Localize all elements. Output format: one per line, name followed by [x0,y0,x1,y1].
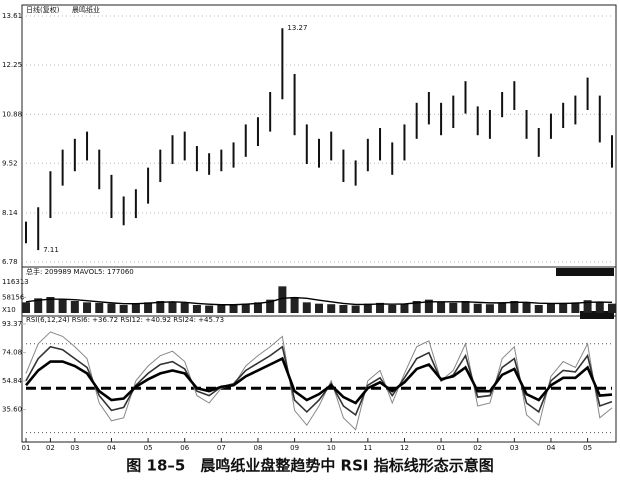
x-tick-label: 04 [546,444,555,452]
volume-bar [131,303,140,313]
x-tick-label: 02 [46,444,55,452]
x-tick-label: 09 [290,444,299,452]
volume-bar [437,302,446,313]
volume-bar [449,302,458,313]
frame [21,4,617,443]
rsi-line [25,331,613,431]
volume-bar [376,302,385,313]
x-tick-label: 01 [437,444,446,452]
rsi-line [25,345,613,417]
volume-bar [168,301,177,313]
volume-bar [546,303,555,313]
volume-bar [229,304,238,313]
x-tick-label: 03 [510,444,519,452]
y-tick-label: 35.60 [2,406,22,414]
volume-bar [388,305,397,313]
y-tick-label: 9.52 [2,159,18,167]
volume-bar [473,303,482,313]
annotation: 13.27 [287,24,307,32]
y-tick-label: 6.78 [2,258,18,266]
volume-bar [595,302,604,313]
x-tick-label: 08 [253,444,262,452]
chart-subtitle: 晨鸣纸业 [72,5,100,14]
volume-bar [302,302,311,313]
volume-bar [315,303,323,313]
volume-bar [412,301,421,313]
x-tick-label: 06 [180,444,189,452]
volume-bar [339,305,348,313]
volume-bar [34,298,43,313]
volume-bar [498,302,507,313]
panel-title: 总手: 209989 MAVOL5: 177060 [26,267,134,276]
volume-bar [241,303,250,313]
volume-bar [144,302,153,313]
y-tick-label: 54.84 [2,377,23,385]
y-tick-label: 8.14 [2,209,18,217]
volume-bar [327,304,336,313]
rsi-line [24,356,613,405]
x-tick-label: 03 [70,444,79,452]
x-tick-label: 10 [327,444,336,452]
annotation: 7.11 [43,246,59,254]
volume-bar [119,305,128,313]
y-tick-label: 116313 [2,278,29,286]
mavol-line [25,296,613,306]
volume-bar [583,300,592,313]
caption: 图 18–5 晨鸣纸业盘整趋势中 RSI 指标线形态示意图 [126,457,493,475]
chart-title: 日线(复权) [26,5,60,14]
volume-bar [266,299,275,313]
volume-bar [95,302,104,313]
volume-bar [205,305,214,313]
panel-title: RSI(6,12,24) RSI6: +36.72 RSI12: +40.92 … [26,316,224,324]
volume-bar [278,286,287,313]
volume-bar [46,297,55,313]
volume-bar [534,305,543,313]
volume-bar [424,299,433,313]
volume-bar [58,299,67,313]
volume-bar [83,302,92,313]
volume-bar [351,305,360,313]
panel-badge [580,311,614,319]
x-tick-label: 05 [144,444,153,452]
x-tick-label: 12 [400,444,409,452]
x-tick-label: 11 [363,444,372,452]
y-tick-label: 74.08 [2,349,22,357]
volume-bar [571,302,580,313]
volume-bar [253,302,262,313]
volume-bar [510,301,519,313]
volume-bar [180,302,189,313]
volume-bar [107,303,116,313]
y-tick-label: 58156 [2,294,25,302]
x-tick-label: 02 [473,444,482,452]
volume-bar [461,301,470,313]
volume-bar [400,303,409,313]
axis-unit: X10 [2,306,16,314]
volume-bar [522,302,531,313]
x-tick-label: 01 [22,444,31,452]
x-tick-label: 07 [217,444,226,452]
volume-bar [290,297,299,313]
volume-bar [363,303,372,313]
volume-bar [70,301,79,313]
volume-bar [217,305,226,313]
y-tick-label: 13.61 [2,12,22,20]
volume-bar [22,302,30,313]
volume-bar [156,301,165,313]
volume-bar [559,302,568,313]
x-tick-label: 05 [583,444,592,452]
volume-bar [192,305,201,313]
panel-badge [556,268,614,276]
volume-bar [485,304,494,313]
y-tick-label: 12.25 [2,61,22,69]
volume-bar [608,303,616,313]
y-tick-label: 10.88 [2,110,22,118]
y-tick-label: 93.37 [2,320,22,328]
x-tick-label: 04 [107,444,116,452]
